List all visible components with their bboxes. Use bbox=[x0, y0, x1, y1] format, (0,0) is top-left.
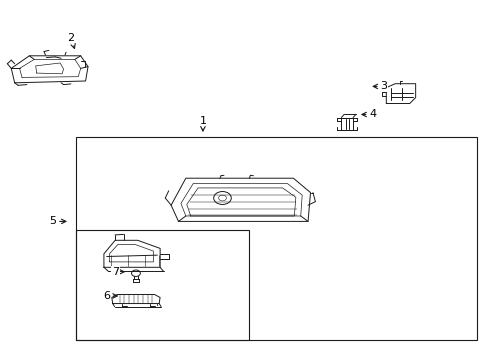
Text: 7: 7 bbox=[112, 267, 124, 277]
Text: 2: 2 bbox=[67, 33, 75, 48]
Text: 5: 5 bbox=[49, 216, 66, 226]
Text: 3: 3 bbox=[372, 81, 386, 91]
Text: 4: 4 bbox=[361, 109, 375, 120]
Bar bbox=[76, 230, 249, 340]
Text: 1: 1 bbox=[199, 116, 206, 131]
Bar bbox=[76, 137, 476, 340]
Text: 6: 6 bbox=[103, 291, 117, 301]
